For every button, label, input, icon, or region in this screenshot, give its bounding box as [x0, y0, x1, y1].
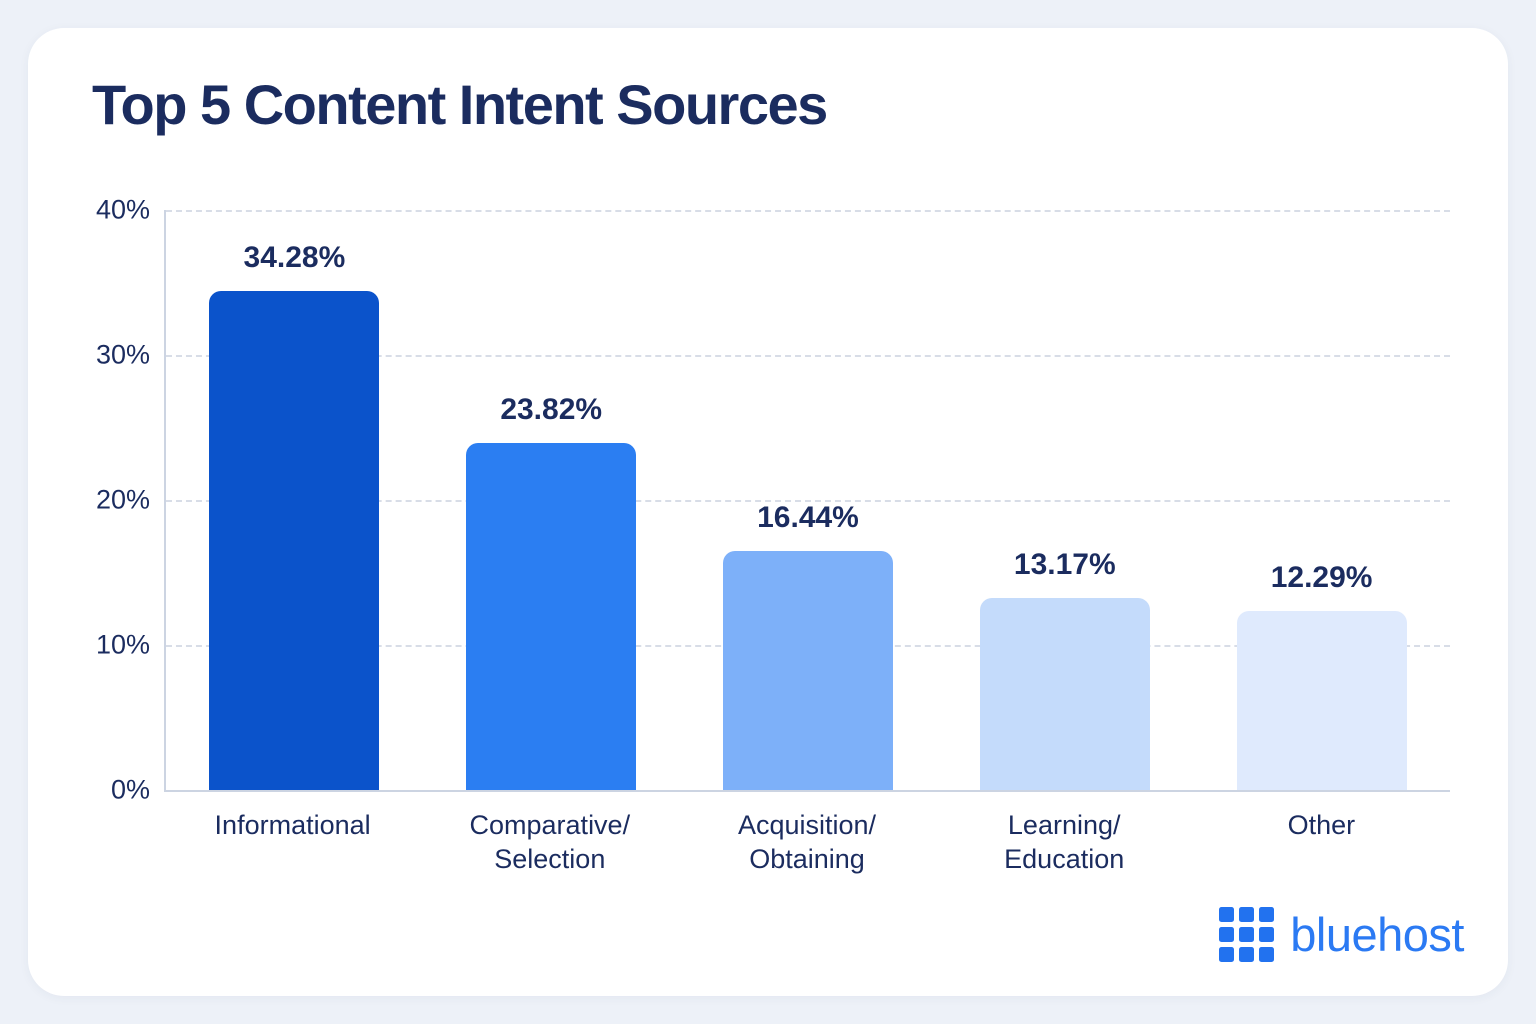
y-axis-tick-label: 40% [95, 194, 150, 225]
x-axis-labels: Informational Comparative/Selection Acquis… [164, 808, 1450, 876]
y-axis-tick-label: 20% [95, 484, 150, 515]
gridline [166, 355, 1450, 357]
bar-column: 23.82% [423, 210, 680, 790]
gridline [166, 210, 1450, 212]
y-axis-tick-label: 30% [95, 339, 150, 370]
bar-value-label: 12.29% [1270, 561, 1373, 595]
bar-column: 34.28% [166, 210, 423, 790]
x-axis-label: Informational [214, 810, 371, 840]
bluehost-logo: bluehost [1219, 907, 1464, 962]
bar-value-label: 13.17% [1013, 548, 1116, 582]
chart-title: Top 5 Content Intent Sources [92, 73, 828, 136]
x-axis-label: Learning/Education [1004, 810, 1125, 874]
x-axis-label: Other [1287, 810, 1356, 840]
y-axis-tick-label: 10% [95, 629, 150, 660]
bar-column: 13.17% [936, 210, 1193, 790]
chart: 40% 30% 20% 10% 0% 34.28% 23.82% 16.44% 13.17% 12… [96, 195, 1450, 874]
bar-column: 16.44% [680, 210, 937, 790]
bar [466, 443, 637, 790]
x-axis-label: Acquisition/Obtaining [737, 810, 877, 874]
bar [1236, 611, 1407, 790]
bluehost-grid-icon [1219, 907, 1275, 962]
logo-wordmark: bluehost [1290, 908, 1464, 961]
bar-column: 12.29% [1193, 210, 1450, 790]
y-axis-tick-label: 0% [110, 774, 150, 805]
bar [979, 598, 1150, 790]
bar [209, 291, 380, 790]
bar-value-label: 23.82% [500, 393, 603, 427]
chart-card: Top 5 Content Intent Sources 40% 30% 20% 10… [28, 28, 1508, 996]
gridline [166, 500, 1450, 502]
bar-value-label: 16.44% [757, 500, 859, 534]
bar [722, 550, 893, 790]
x-axis-label: Comparative/Selection [469, 810, 631, 874]
bar-value-label: 34.28% [243, 241, 346, 275]
plot-area: 40% 30% 20% 10% 0% 34.28% 23.82% 16.44% 13.17% 12… [96, 195, 1450, 805]
